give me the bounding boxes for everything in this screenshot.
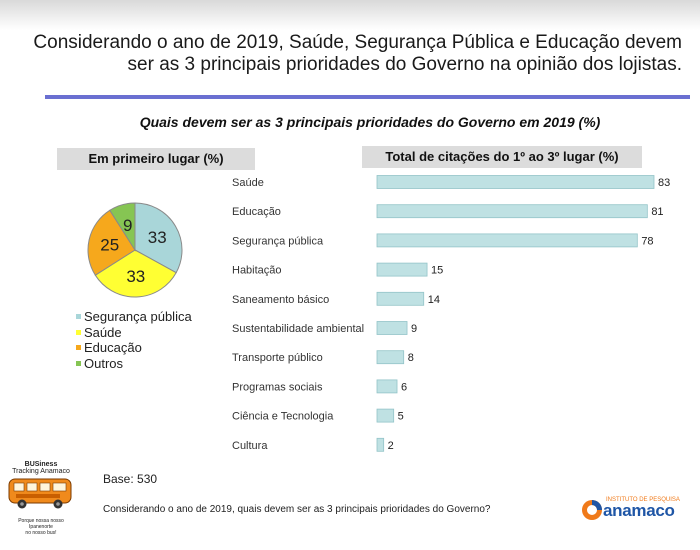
legend-item: Saúde [76,325,192,341]
legend-swatch [76,314,81,320]
top-band [0,0,700,30]
pie-slice [87,209,136,276]
bar [376,321,408,335]
bus-brand-line2: Tracking Anamaco [12,468,70,475]
footer-question: Considerando o ano de 2019, quais devem … [103,504,491,515]
bar-value-label: 9 [411,323,417,335]
bar [376,175,655,189]
bar-category-label: Segurança pública [232,235,324,247]
headline-line1: Considerando o ano de 2019, Saúde, Segur… [33,32,682,53]
bar-value-label: 5 [398,411,404,423]
legend-label: Segurança pública [84,309,192,325]
bus-slogan-line2: no nosso bus! [25,530,57,536]
legend-swatch [76,345,81,351]
bar-value-label: 81 [651,206,663,218]
bar-value-label: 8 [408,352,414,364]
bar-category-label: Programas sociais [232,381,323,393]
legend-label: Educação [84,340,142,356]
legend-swatch [76,360,81,366]
pie-chart-title: Em primeiro lugar (%) [57,148,255,170]
legend-item: Segurança pública [76,309,192,325]
bar-category-label: Educação [232,206,281,218]
legend-item: Outros [76,356,192,372]
pie-slice [109,202,136,252]
bar-category-label: Habitação [232,265,282,277]
legend-item: Educação [76,340,192,356]
bus-brand-line1: BUSiness [24,461,58,468]
pie-legend: Segurança pública Saúde Educação Outros [76,309,192,371]
bar [376,350,405,365]
pie-slice-label: 33 [126,267,145,286]
bar [376,291,425,306]
chart-question: Quais devem ser as 3 principais priorida… [139,114,601,130]
bar-category-label: Saneamento básico [232,294,329,306]
pie-slice [94,249,177,298]
anamaco-logo: INSTITUTO DE PESQUISA anamaco [580,497,680,526]
bar [376,437,385,452]
headline: Considerando o ano de 2019, Saúde, Segur… [10,32,682,76]
bus-icon [8,478,72,509]
bar-value-label: 2 [388,440,394,452]
logo-subtitle: INSTITUTO DE PESQUISA [606,497,680,503]
pie-slice-label: 33 [148,228,167,247]
pie-chart: 33 33 259 [87,202,183,298]
logo-name: anamaco [603,501,675,520]
bar-value-label: 14 [428,294,440,306]
pie-slice-label: 9 [123,216,132,235]
bar-chart-title: Total de citações do 1º ao 3º lugar (%) [362,146,642,168]
bar [376,233,638,248]
bar-category-label: Cultura [232,440,268,452]
bar-value-label: 78 [641,235,653,247]
bus-slogan-line1: Porque nossa nosso Ipanenorte [18,518,64,530]
legend-swatch [76,329,81,335]
bar [376,262,428,277]
bar-value-label: 83 [658,177,670,189]
headline-line2: ser as 3 principais prioridades do Gover… [127,54,682,75]
bar [376,379,398,394]
bar-value-label: 15 [431,265,443,277]
bar-category-label: Ciência e Tecnologia [232,411,334,423]
bar-category-label: Sustentabilidade ambiental [232,323,364,335]
legend-label: Outros [84,355,124,371]
pie-slice [134,202,183,274]
bar [376,408,395,423]
legend-label: Saúde [84,324,122,340]
bar-value-label: 6 [401,381,407,393]
anamaco-logo-icon [582,500,602,520]
bar [376,204,648,219]
bar-category-label: Transporte público [232,352,323,364]
bus-branding: BUSiness Tracking Anamaco Porque nossa n… [6,461,76,536]
bar-category-label: Saúde [232,177,264,189]
pie-slice-label: 25 [100,235,119,254]
divider-rule [45,95,690,99]
base-count: Base: 530 [103,472,158,486]
